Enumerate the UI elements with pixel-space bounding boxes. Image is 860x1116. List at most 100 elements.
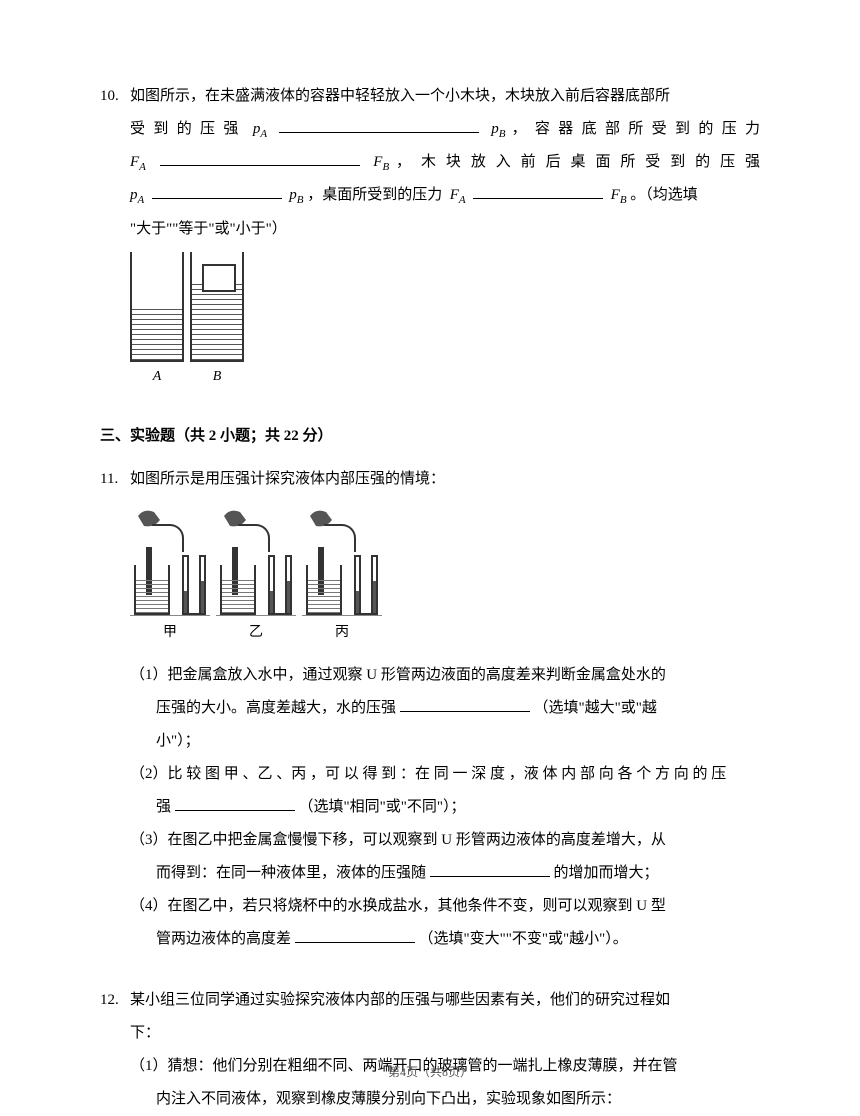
q10-FB2-sub: B	[620, 194, 627, 206]
q11-s1-t2b: （选填"越大"或"越	[534, 700, 657, 716]
blank-q11-1[interactable]	[400, 696, 530, 713]
q11-s4-t2b: （选填"变大""不变"或"越小"）。	[419, 931, 628, 947]
wood-block	[202, 264, 236, 292]
q11-s2-l2: 强 （选填"相同"或"不同"）；	[100, 791, 760, 824]
q10-text: 如图所示，在未盛满液体的容器中轻轻放入一个小木块，木块放入前后容器底部所	[130, 88, 670, 104]
hose-a	[152, 524, 184, 552]
q11-s1-l2: 压强的大小。高度差越大，水的压强 （选填"越大"或"越	[100, 692, 760, 725]
hose-b	[238, 524, 270, 552]
q11-s3-num: （3）	[130, 824, 168, 857]
q11-s1: （1） 把金属盒放入水中，通过观察 U 形管两边液面的高度差来判断金属盒处水的	[100, 659, 760, 692]
q11-s1-l3: 小"）；	[100, 725, 760, 758]
cup-c	[306, 565, 342, 615]
question-11: 11. 如图所示是用压强计探究液体内部压强的情境：	[100, 463, 760, 956]
q10-l3a: ， 木 块 放 入 前 后 桌 面 所 受 到 的 压 强	[396, 154, 760, 170]
utube-a	[182, 551, 206, 615]
q11-s2: （2） 比 较 图 甲 、乙 、丙 ，可 以 得 到 ：在 同 一 深 度 ，液…	[100, 758, 760, 791]
liq-a	[136, 577, 168, 613]
q11-s4-t2a: 管两边液体的高度差	[156, 931, 291, 947]
q12-s1-l2: 内注入不同液体，观察到橡皮薄膜分别向下凸出，实验现象如图所示：	[100, 1083, 760, 1116]
q10-pB-sym: p	[491, 121, 499, 137]
q11-stem-line: 11. 如图所示是用压强计探究液体内部压强的情境：	[100, 463, 760, 496]
q11-s1-num: （1）	[130, 659, 168, 692]
q10-number: 10.	[100, 80, 130, 113]
label-a: A	[130, 362, 184, 393]
q10-l4b: 。（均选填	[630, 187, 698, 203]
setup-row	[130, 506, 760, 616]
q11-s1-t1: 把金属盒放入水中，通过观察 U 形管两边液面的高度差来判断金属盒处水的	[168, 659, 760, 692]
blank-q10-3[interactable]	[152, 183, 282, 200]
q10-FA-sub: A	[139, 161, 146, 173]
q11-s2-t2a: 强	[156, 799, 171, 815]
q11-s3-t2a: 而得到：在同一种液体里，液体的压强随	[156, 865, 426, 881]
q10-FB2-sym: F	[611, 187, 620, 203]
beaker-row	[130, 252, 760, 362]
q11-s3: （3） 在图乙中把金属盒慢慢下移，可以观察到 U 形管两边液体的高度差增大，从	[100, 824, 760, 857]
q11-s3-t1: 在图乙中把金属盒慢慢下移，可以观察到 U 形管两边液体的高度差增大，从	[168, 824, 760, 857]
q10-l2a: 受 到 的 压 强	[130, 121, 241, 137]
utube-c	[354, 551, 378, 615]
q11-s1-t2a: 压强的大小。高度差越大，水的压强	[156, 700, 396, 716]
q11-stem: 如图所示是用压强计探究液体内部压强的情境：	[130, 463, 760, 496]
q11-s2-num: （2）	[130, 758, 168, 791]
beaker-b	[190, 252, 244, 362]
q10-line4: pA pB ，桌面所受到的压力 FA FB 。（均选填	[100, 179, 760, 212]
q11-s4: （4） 在图乙中，若只将烧杯中的水换成盐水，其他条件不变，则可以观察到 U 型	[100, 890, 760, 923]
q11-s4-num: （4）	[130, 890, 168, 923]
q10-line1: 10. 如图所示，在未盛满液体的容器中轻轻放入一个小木块，木块放入前后容器底部所	[100, 80, 760, 113]
beaker-labels: A B	[130, 362, 760, 393]
setup-bing	[302, 506, 382, 616]
q10-line5: "大于""等于"或"小于"）	[100, 213, 760, 246]
label-jia: 甲	[130, 618, 210, 649]
q12-stem-line1: 12. 某小组三位同学通过实验探究液体内部的压强与哪些因素有关，他们的研究过程如	[100, 984, 760, 1017]
q10-l4a: ，桌面所受到的压力	[307, 187, 442, 203]
q11-s2-t2b: （选填"相同"或"不同"）；	[299, 799, 466, 815]
blank-q11-3[interactable]	[430, 861, 550, 878]
blank-q10-1[interactable]	[279, 117, 479, 134]
q10-body: 如图所示，在未盛满液体的容器中轻轻放入一个小木块，木块放入前后容器底部所	[130, 80, 760, 113]
liq-c	[308, 577, 340, 613]
q10-pB2-sym: p	[289, 187, 297, 203]
section-3-heading: 三、实验题（共 2 小题；共 22 分）	[100, 420, 760, 453]
q10-FB-sub: B	[382, 161, 389, 173]
cup-a	[134, 565, 170, 615]
q10-line2: 受 到 的 压 强 pA pB ， 容 器 底 部 所 受 到 的 压 力	[100, 113, 760, 146]
water-a	[132, 305, 182, 360]
label-yi: 乙	[216, 618, 296, 649]
q10-l2b: ， 容 器 底 部 所 受 到 的 压 力	[512, 121, 760, 137]
q12-stem1: 某小组三位同学通过实验探究液体内部的压强与哪些因素有关，他们的研究过程如	[130, 984, 760, 1017]
blank-q11-4[interactable]	[295, 927, 415, 944]
label-b: B	[190, 362, 244, 393]
q12-stem2: 下：	[100, 1017, 760, 1050]
blank-q11-2[interactable]	[175, 795, 295, 812]
q11-s3-t2b: 的增加而增大；	[554, 865, 659, 881]
liq-b	[222, 577, 254, 613]
q10-line3: FA FB ， 木 块 放 入 前 后 桌 面 所 受 到 的 压 强	[100, 146, 760, 179]
q10-FA-sym: F	[130, 154, 139, 170]
page-number: 第4页（共8页）	[0, 1059, 860, 1085]
blank-q10-4[interactable]	[473, 183, 603, 200]
question-10: 10. 如图所示，在未盛满液体的容器中轻轻放入一个小木块，木块放入前后容器底部所…	[100, 80, 760, 392]
q11-s4-t1: 在图乙中，若只将烧杯中的水换成盐水，其他条件不变，则可以观察到 U 型	[168, 890, 760, 923]
utube-b	[268, 551, 292, 615]
beaker-a	[130, 252, 184, 362]
question-12: 12. 某小组三位同学通过实验探究液体内部的压强与哪些因素有关，他们的研究过程如…	[100, 984, 760, 1116]
q11-number: 11.	[100, 463, 130, 496]
label-bing: 丙	[302, 618, 382, 649]
q10-pB-sub: B	[499, 128, 506, 140]
setup-jia	[130, 506, 210, 616]
q10-pA2-sym: p	[130, 187, 138, 203]
setup-yi	[216, 506, 296, 616]
q10-FA2-sub: A	[459, 194, 466, 206]
water-b	[192, 282, 242, 360]
q10-pA-sub: A	[260, 128, 267, 140]
figure-q11: 甲 乙 丙	[130, 506, 760, 649]
hose-c	[324, 524, 356, 552]
blank-q10-2[interactable]	[160, 150, 360, 167]
setup-labels: 甲 乙 丙	[130, 618, 760, 649]
cup-b	[220, 565, 256, 615]
q12-number: 12.	[100, 984, 130, 1017]
figure-q10: A B	[130, 252, 760, 393]
q11-s2-t1: 比 较 图 甲 、乙 、丙 ，可 以 得 到 ：在 同 一 深 度 ，液 体 内…	[168, 758, 760, 791]
q10-FA2-sym: F	[450, 187, 459, 203]
